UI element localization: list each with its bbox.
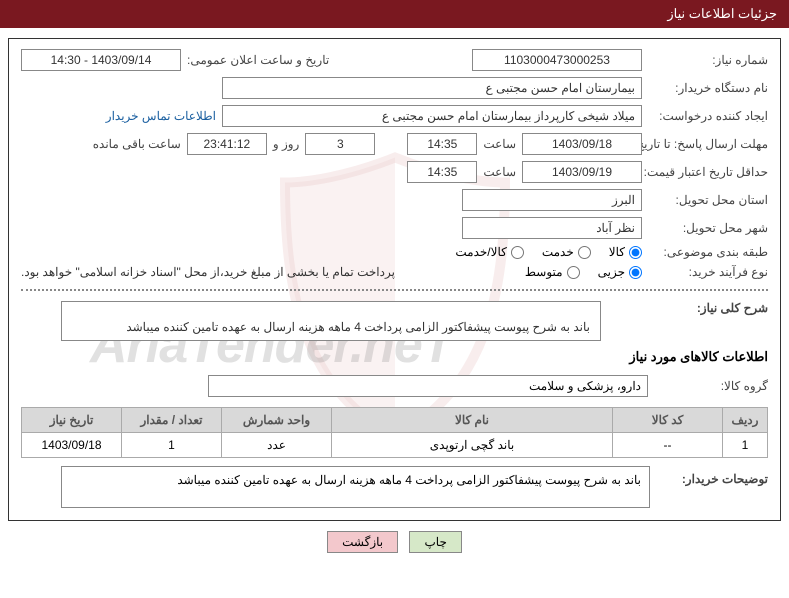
delivery-city-field: نظر آباد (462, 217, 642, 239)
announce-value: 1403/09/14 - 14:30 (21, 49, 181, 71)
cell-name: باند گچی ارتوپدی (332, 433, 613, 458)
th-row: ردیف (723, 408, 768, 433)
back-button[interactable]: بازگشت (327, 531, 398, 553)
radio-minor-input[interactable] (629, 266, 642, 279)
price-validity-time: 14:35 (407, 161, 477, 183)
radio-goods[interactable]: کالا (609, 245, 642, 259)
payment-note: پرداخت تمام یا بخشی از مبلغ خرید،از محل … (21, 265, 395, 279)
radio-minor[interactable]: جزیی (598, 265, 642, 279)
buyer-org-field: بیمارستان امام حسن مجتبی ع (222, 77, 642, 99)
radio-goods-service-input[interactable] (511, 246, 524, 259)
goods-info-title: اطلاعات کالاهای مورد نیاز (21, 349, 768, 365)
general-desc-box: باند به شرح پیوست پیشفاکتور الزامی پرداخ… (61, 301, 601, 341)
cell-unit: عدد (222, 433, 332, 458)
time-label-1: ساعت (483, 137, 516, 151)
th-date: تاریخ نیاز (22, 408, 122, 433)
radio-goods-input[interactable] (629, 246, 642, 259)
goods-table: ردیف کد کالا نام کالا واحد شمارش تعداد /… (21, 407, 768, 458)
table-row: 1 -- باند گچی ارتوپدی عدد 1 1403/09/18 (22, 433, 768, 458)
button-row: چاپ بازگشت (0, 531, 789, 553)
cell-date: 1403/09/18 (22, 433, 122, 458)
buyer-desc-label: توضیحات خریدار: (658, 466, 768, 486)
goods-group-label: گروه کالا: (648, 379, 768, 393)
remaining-days: 3 (305, 133, 375, 155)
buyer-desc-box: باند به شرح پیوست پیشفاکتور الزامی پرداخ… (61, 466, 650, 508)
reply-deadline-time: 14:35 (407, 133, 477, 155)
content-frame: شماره نیاز: 1103000473000253 تاریخ و ساع… (8, 38, 781, 521)
cell-row: 1 (723, 433, 768, 458)
radio-service-input[interactable] (578, 246, 591, 259)
time-label-2: ساعت (483, 165, 516, 179)
radio-goods-service[interactable]: کالا/خدمت (455, 245, 523, 259)
th-unit: واحد شمارش (222, 408, 332, 433)
need-number-label: شماره نیاز: (648, 53, 768, 67)
category-radio-group: کالا خدمت کالا/خدمت (441, 245, 642, 259)
delivery-province-field: البرز (462, 189, 642, 211)
page-header: جزئیات اطلاعات نیاز (0, 0, 789, 28)
need-number-field: 1103000473000253 (472, 49, 642, 71)
cell-code: -- (613, 433, 723, 458)
divider-1 (21, 289, 768, 291)
general-desc-label: شرح کلی نیاز: (648, 301, 768, 315)
contact-link[interactable]: اطلاعات تماس خریدار (106, 109, 216, 123)
requester-field: میلاد شیخی کارپرداز بیمارستان امام حسن م… (222, 105, 642, 127)
days-and-label: روز و (273, 137, 300, 151)
reply-deadline-label: مهلت ارسال پاسخ: تا تاریخ: (648, 137, 768, 151)
radio-service[interactable]: خدمت (542, 245, 591, 259)
purchase-type-label: نوع فرآیند خرید: (648, 265, 768, 279)
cell-qty: 1 (122, 433, 222, 458)
buyer-org-label: نام دستگاه خریدار: (648, 81, 768, 95)
announce-label: تاریخ و ساعت اعلان عمومی: (187, 53, 329, 67)
radio-medium-input[interactable] (567, 266, 580, 279)
remaining-hms: 23:41:12 (187, 133, 267, 155)
radio-medium[interactable]: متوسط (525, 265, 580, 279)
category-label: طبقه بندی موضوعی: (648, 245, 768, 259)
page-title: جزئیات اطلاعات نیاز (667, 6, 777, 21)
th-name: نام کالا (332, 408, 613, 433)
purchase-type-radio-group: جزیی متوسط (511, 265, 642, 279)
th-code: کد کالا (613, 408, 723, 433)
print-button[interactable]: چاپ (409, 531, 461, 553)
th-qty: تعداد / مقدار (122, 408, 222, 433)
price-validity-label: حداقل تاریخ اعتبار قیمت: تا تاریخ: (648, 165, 768, 179)
delivery-city-label: شهر محل تحویل: (648, 221, 768, 235)
delivery-province-label: استان محل تحویل: (648, 193, 768, 207)
requester-label: ایجاد کننده درخواست: (648, 109, 768, 123)
remaining-suffix: ساعت باقی مانده (93, 137, 181, 151)
price-validity-date: 1403/09/19 (522, 161, 642, 183)
reply-deadline-date: 1403/09/18 (522, 133, 642, 155)
goods-group-field: دارو، پزشکی و سلامت (208, 375, 648, 397)
